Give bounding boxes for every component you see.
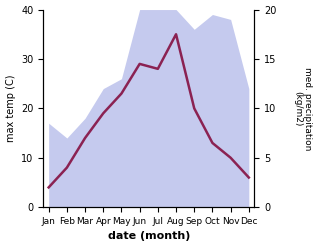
- Y-axis label: med. precipitation
(kg/m2): med. precipitation (kg/m2): [293, 67, 313, 150]
- X-axis label: date (month): date (month): [107, 231, 190, 242]
- Y-axis label: max temp (C): max temp (C): [5, 75, 16, 142]
